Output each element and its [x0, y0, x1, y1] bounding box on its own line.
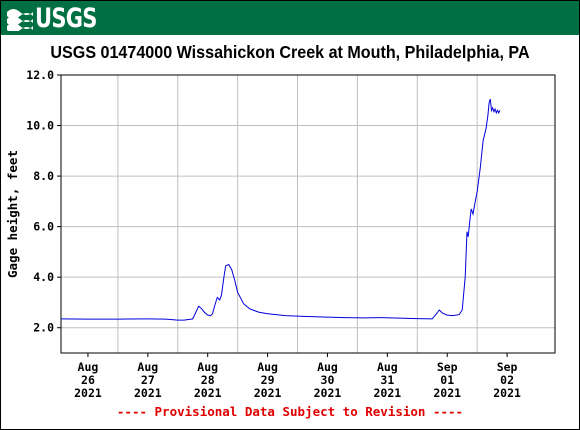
usgs-banner: USGS [1, 1, 579, 35]
x-tick-label: Sep 02 2021 [493, 360, 521, 400]
usgs-logo-text: USGS [35, 2, 97, 34]
gage-height-series-line [60, 98, 501, 321]
x-tick-label: Aug 29 2021 [254, 360, 282, 400]
grid-layer [61, 74, 555, 353]
y-tick-label: 12.0 [26, 68, 54, 82]
line-layer [60, 98, 501, 321]
chart-title: USGS 01474000 Wissahickon Creek at Mouth… [50, 42, 530, 62]
provisional-notice: ---- Provisional Data Subject to Revisio… [116, 404, 464, 419]
y-tick-label: 2.0 [33, 321, 54, 335]
x-tick-label: Aug 30 2021 [314, 360, 342, 400]
x-tick-label: Aug 26 2021 [74, 360, 102, 400]
y-axis-label: Gage height, feet [5, 150, 20, 278]
x-tick-label: Aug 31 2021 [373, 360, 401, 400]
y-tick-label: 8.0 [33, 169, 54, 183]
tick-layer: 2.0 4.0 6.0 8.0 10.0 12.0 Aug 26 2021 Aug 27 2021 Au… [26, 68, 521, 400]
plot-frame [60, 74, 556, 354]
y-tick-label: 10.0 [26, 119, 54, 133]
usgs-wave-icon [7, 9, 33, 31]
x-tick-label: Aug 28 2021 [194, 360, 222, 400]
usgs-logo[interactable]: USGS [7, 2, 114, 34]
y-tick-label: 4.0 [33, 270, 54, 284]
x-tick-label: Aug 27 2021 [134, 360, 162, 400]
x-tick-label: Sep 01 2021 [433, 360, 461, 400]
y-tick-label: 6.0 [33, 220, 54, 234]
